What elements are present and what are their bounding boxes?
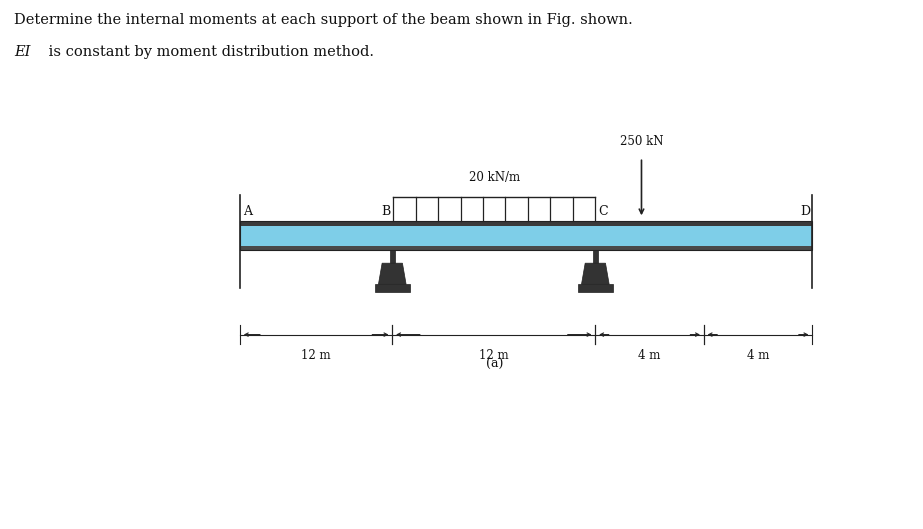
Text: is constant by moment distribution method.: is constant by moment distribution metho…: [44, 45, 375, 59]
Bar: [578, 284, 613, 292]
Text: 4 m: 4 m: [639, 349, 661, 362]
Bar: [375, 284, 410, 292]
Text: 12 m: 12 m: [301, 349, 331, 362]
Text: 4 m: 4 m: [747, 349, 769, 362]
Polygon shape: [378, 263, 406, 284]
Bar: [593, 250, 598, 263]
Text: A: A: [243, 205, 252, 218]
Bar: [240, 246, 812, 250]
Text: 250 kN: 250 kN: [619, 135, 664, 148]
Text: 12 m: 12 m: [479, 349, 509, 362]
Text: (a): (a): [485, 359, 503, 371]
Bar: [240, 221, 812, 250]
Text: C: C: [598, 205, 607, 218]
Text: EI: EI: [14, 45, 30, 59]
Text: Determine the internal moments at each support of the beam shown in Fig. shown.: Determine the internal moments at each s…: [14, 13, 632, 27]
Bar: [390, 250, 395, 263]
Bar: [240, 221, 812, 226]
Polygon shape: [581, 263, 609, 284]
Text: B: B: [381, 205, 390, 218]
Text: 20 kN/m: 20 kN/m: [469, 171, 520, 184]
Bar: [240, 221, 812, 250]
Text: D: D: [800, 205, 810, 218]
